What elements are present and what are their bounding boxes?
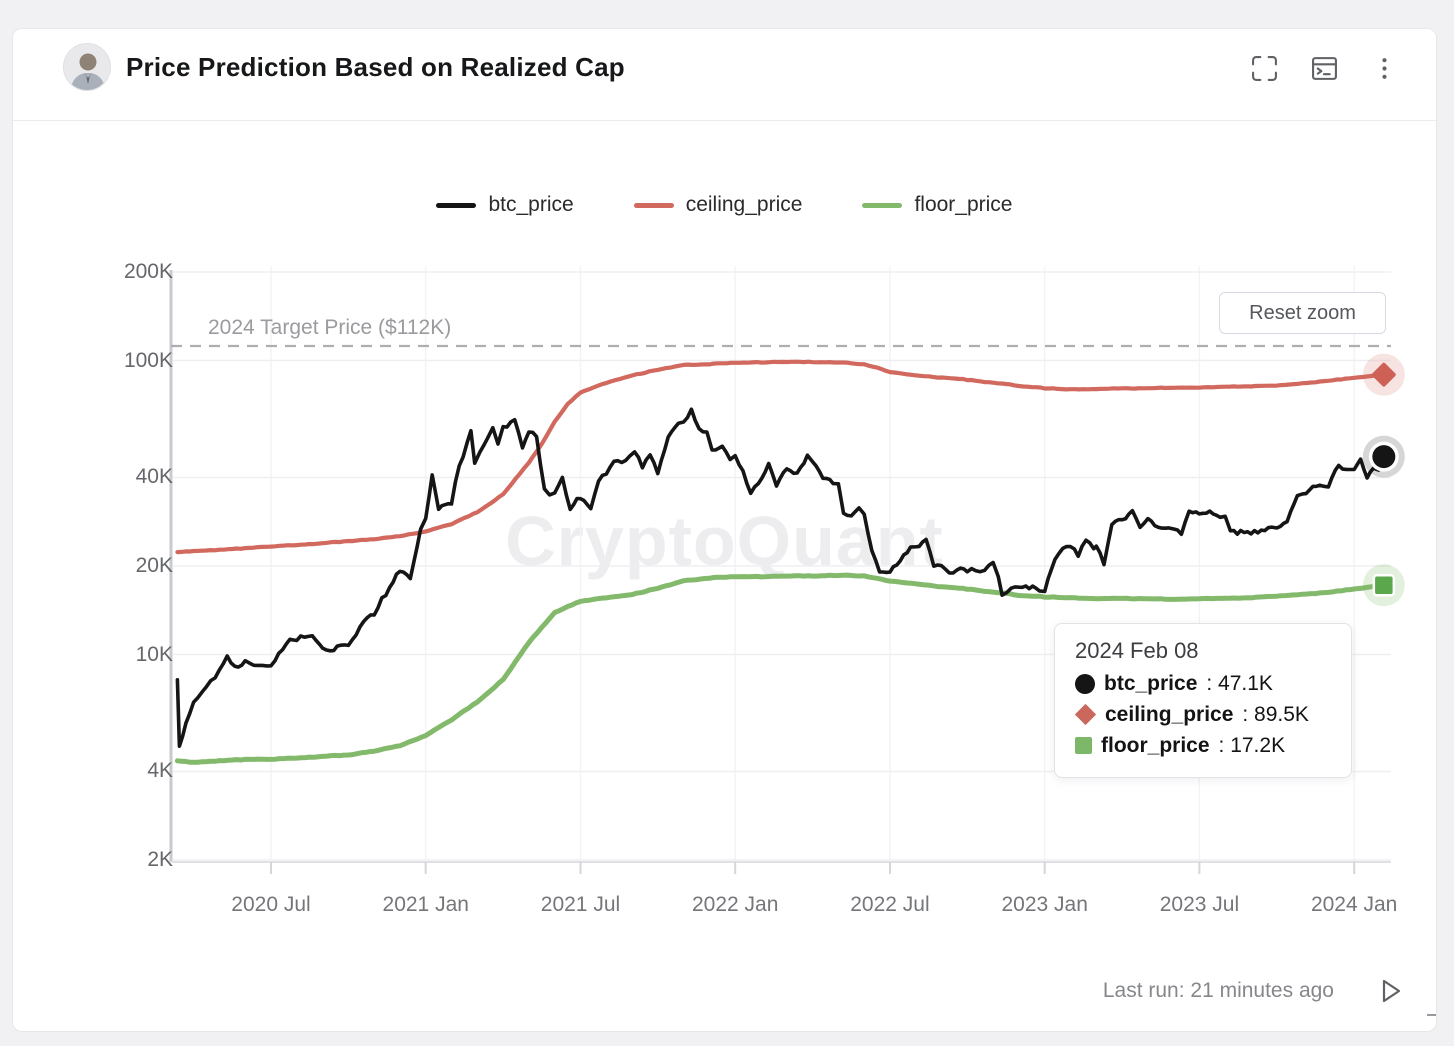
chart-tooltip: 2024 Feb 08 btc_price : 47.1K ceiling_pric… [1054,623,1352,778]
x-axis-label: 2022 Jan [692,893,779,916]
legend-label: btc_price [488,193,574,216]
target-price-label: 2024 Target Price ($112K) [208,316,452,339]
tooltip-date: 2024 Feb 08 [1075,638,1199,663]
btc_price-marker-halo [1362,435,1405,478]
tooltip-series-value: : 89.5K [1242,702,1309,726]
x-axis-label: 2023 Jan [1001,893,1088,916]
card-header: Price Prediction Based on Realized Cap [13,29,1436,121]
avatar-person-icon [64,44,110,90]
legend-label: ceiling_price [685,193,803,216]
watermark: CryptoQuant [505,502,944,580]
y-axis-label: 2K [147,848,173,871]
reset-zoom-button[interactable]: Reset zoom [1219,292,1386,334]
tooltip-rows: btc_price : 47.1K ceiling_price : 89.5K floo… [1074,668,1331,761]
resize-handle[interactable] [1425,999,1437,1017]
tooltip-row-ceiling_price: ceiling_price : 89.5K [1074,699,1331,730]
tooltip-row-btc_price: btc_price : 47.1K [1075,668,1331,699]
x-axis-label: 2024 Jan [1310,893,1398,916]
tooltip-series-label: btc_price [1104,671,1198,695]
tooltip-row-floor_price: floor_price : 17.2K [1075,730,1331,761]
square-marker-icon [1075,737,1092,754]
x-axis-label: 2021 Jan [382,893,469,916]
x-axis-label: 2022 Jul [850,893,930,916]
x-axis-label: 2020 Jul [231,893,311,916]
tooltip-series-label: floor_price [1101,733,1210,757]
kebab-menu-icon [1381,57,1387,79]
legend-item-floor_price[interactable]: floor_price [862,193,1013,217]
y-axis-label: 200K [123,260,173,283]
x-axis-label: 2023 Jul [1159,893,1240,916]
header-actions [1250,54,1398,82]
y-axis-label: 40K [135,465,173,489]
chart-legend: btc_price ceiling_price floor_price [13,193,1436,217]
terminal-icon [1311,56,1337,80]
play-icon [1382,979,1401,1003]
run-query-button[interactable] [1375,976,1405,1006]
legend-swatch [633,202,674,208]
more-options-button[interactable] [1370,54,1398,82]
btc_price-end-marker [1372,445,1396,469]
y-axis-label: 100K [123,348,173,372]
legend-item-ceiling_price[interactable]: ceiling_price [633,193,803,217]
diamond-marker-icon [1074,703,1097,726]
tooltip-series-value: : 47.1K [1206,671,1273,695]
legend-label: floor_price [914,193,1013,216]
fullscreen-icon [1251,55,1277,81]
y-axis-label: 20K [135,554,173,577]
y-axis-label: 10K [135,642,173,666]
chart-card: Price Prediction Based on Realized Cap [12,28,1437,1032]
x-axis-label: 2021 Jul [540,893,621,916]
legend-item-btc_price[interactable]: btc_price [436,193,574,217]
fullscreen-button[interactable] [1250,54,1278,82]
circle-marker-icon [1075,673,1095,694]
last-run-status: Last run: 21 minutes ago [1102,979,1334,1002]
ceiling_price-marker-halo [1362,353,1405,396]
page-title: Price Prediction Based on Realized Cap [126,52,625,82]
y-axis-label: 4K [147,759,173,783]
legend-swatch [862,202,903,208]
terminal-button[interactable] [1310,54,1338,82]
tooltip-series-label: ceiling_price [1105,702,1234,726]
legend-swatch [436,202,477,208]
marker-ring [1368,441,1399,472]
ceiling_price-end-marker [1371,362,1396,387]
avatar[interactable] [63,43,111,91]
tooltip-series-value: : 17.2K [1218,733,1286,757]
